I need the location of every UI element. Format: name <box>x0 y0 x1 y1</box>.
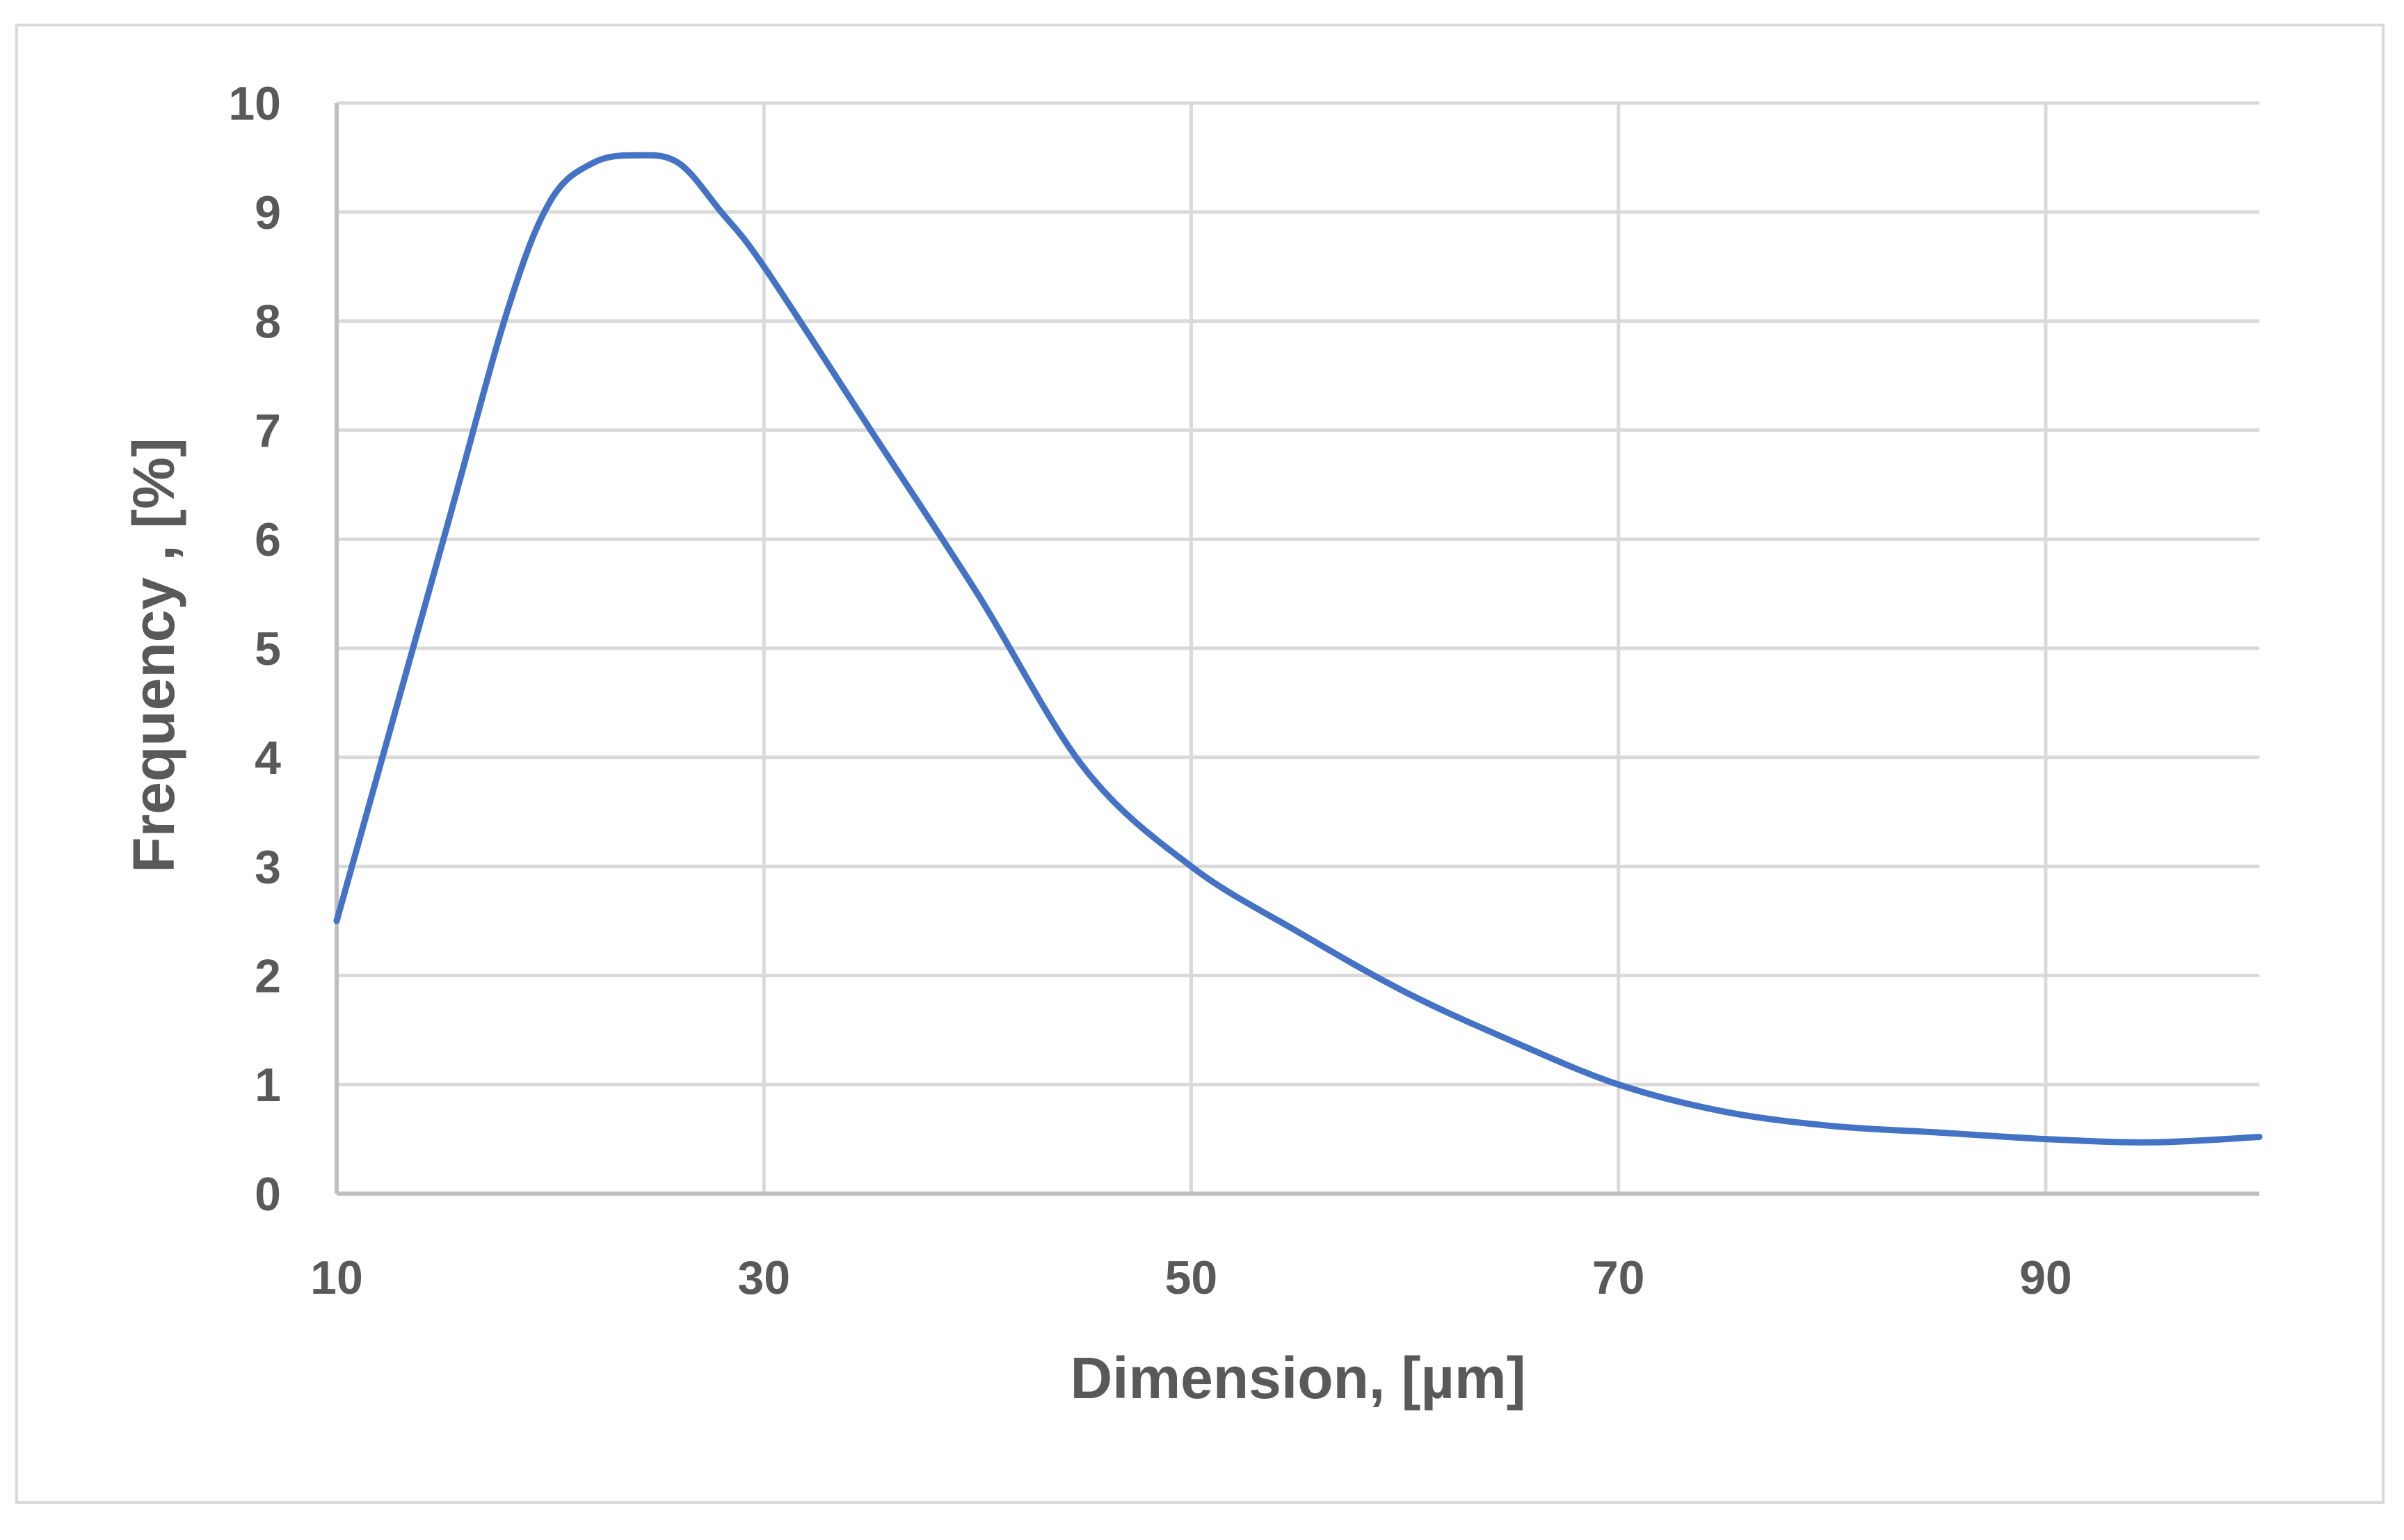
y-tick-label-4: 4 <box>255 732 281 785</box>
x-axis-title: Dimension, [µm] <box>1070 1345 1525 1411</box>
series-line-0 <box>333 152 2263 1146</box>
y-tick-label-9: 9 <box>255 186 281 239</box>
y-tick-label-5: 5 <box>255 623 281 675</box>
series <box>333 152 2263 1146</box>
x-tick-label-50: 50 <box>1165 1251 1218 1304</box>
y-tick-label-8: 8 <box>255 296 281 348</box>
y-tick-label-0: 0 <box>255 1168 281 1221</box>
y-tick-label-1: 1 <box>255 1059 281 1112</box>
y-tick-label-6: 6 <box>255 513 281 566</box>
y-tick-label-10: 10 <box>228 77 281 130</box>
tick-labels: 0 1 2 3 4 5 6 7 8 9 10 10 30 50 70 90 <box>228 77 2072 1304</box>
chart-frame <box>15 24 2385 1504</box>
x-tick-label-70: 70 <box>1592 1251 1645 1304</box>
y-axis-title: Frequency , [%] <box>121 438 186 872</box>
axes <box>335 103 2259 1196</box>
y-tick-label-3: 3 <box>255 841 281 894</box>
x-tick-label-30: 30 <box>737 1251 790 1304</box>
x-tick-label-90: 90 <box>2019 1251 2072 1304</box>
y-tick-label-7: 7 <box>255 404 281 457</box>
gridlines <box>337 101 2259 1194</box>
y-tick-label-2: 2 <box>255 949 281 1002</box>
x-tick-label-10: 10 <box>310 1251 363 1304</box>
